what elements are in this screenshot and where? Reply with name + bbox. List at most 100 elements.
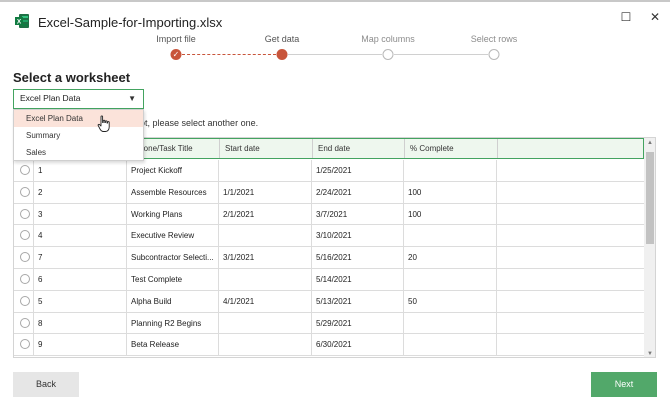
cell-end: 1/25/2021 <box>312 160 404 181</box>
step-upcoming-dot <box>382 49 394 60</box>
data-table: estone/Task Title Start date End date % … <box>13 137 656 358</box>
header-start-date[interactable]: Start date <box>220 139 313 158</box>
cell-empty <box>497 204 644 225</box>
cell-title: Test Complete <box>127 269 219 290</box>
row-select-cell <box>14 181 34 203</box>
cell-end: 6/30/2021 <box>312 334 404 356</box>
cell-title: Alpha Build <box>127 290 219 312</box>
hand-cursor-icon <box>97 115 110 132</box>
cell-title: Working Plans <box>127 203 219 225</box>
cell-complete: 20 <box>404 247 497 269</box>
import-stepper: Import file Get data Map columns Select … <box>0 30 670 64</box>
row-radio-button[interactable] <box>20 274 30 284</box>
cell-empty <box>497 247 644 268</box>
cell-end: 5/16/2021 <box>312 247 404 269</box>
row-radio-button[interactable] <box>20 208 30 219</box>
row-radio-button[interactable] <box>20 317 30 328</box>
scroll-down-icon[interactable]: ▼ <box>647 351 653 357</box>
cell-complete <box>404 225 497 247</box>
row-select-cell <box>14 269 34 290</box>
table-row[interactable]: 2 Assemble Resources 1/1/2021 2/24/2021 100 <box>14 181 644 204</box>
step-check-icon: ✓ <box>170 49 182 60</box>
cell-title: Executive Review <box>127 225 219 247</box>
chevron-down-icon: ▼ <box>128 94 136 103</box>
table-row[interactable]: 3 Working Plans 2/1/2021 3/7/2021 100 <box>14 203 644 226</box>
table-row[interactable]: 4 Executive Review 3/10/2021 <box>14 225 644 248</box>
worksheet-select[interactable]: Excel Plan Data ▼ <box>13 89 144 109</box>
row-select-cell <box>14 247 34 269</box>
cell-start: 2/1/2021 <box>219 203 312 225</box>
cell-id: 6 <box>34 269 127 290</box>
row-select-cell <box>14 334 34 356</box>
cell-complete <box>404 334 497 356</box>
cell-start <box>219 160 312 181</box>
table-row[interactable]: 1 Project Kickoff 1/25/2021 <box>14 160 644 182</box>
cell-end: 5/29/2021 <box>312 312 404 334</box>
next-button[interactable]: Next <box>591 372 657 397</box>
row-select-cell <box>14 290 34 312</box>
cell-end: 3/10/2021 <box>312 225 404 247</box>
cell-complete <box>404 269 497 290</box>
step-label-map-columns: Map columns <box>361 34 415 44</box>
cell-id: 4 <box>34 225 127 247</box>
step-current-dot <box>276 49 288 60</box>
row-radio-button[interactable] <box>20 339 30 350</box>
row-radio-button[interactable] <box>20 295 30 306</box>
row-radio-button[interactable] <box>20 186 30 197</box>
cell-title: Subcontractor Selecti... <box>127 247 219 269</box>
cell-empty <box>497 160 644 181</box>
menu-item-sales[interactable]: Sales <box>26 148 47 157</box>
row-select-cell <box>14 225 34 247</box>
menu-item-excel-plan-data[interactable]: Excel Plan Data <box>14 110 143 127</box>
header-end-date[interactable]: End date <box>313 139 405 158</box>
row-select-cell <box>14 312 34 334</box>
step-label-import-file: Import file <box>156 34 196 44</box>
cell-id: 9 <box>34 334 127 356</box>
cell-id: 2 <box>34 181 127 203</box>
cell-id: 8 <box>34 312 127 334</box>
worksheet-select-value: Excel Plan Data <box>20 93 81 103</box>
cell-empty <box>497 291 644 312</box>
scroll-thumb[interactable] <box>646 152 654 244</box>
cell-empty <box>497 334 644 355</box>
table-row[interactable]: 7 Subcontractor Selecti... 3/1/2021 5/16/20… <box>14 247 644 269</box>
section-heading: Select a worksheet <box>13 70 131 85</box>
cell-empty <box>497 182 644 203</box>
header-percent-complete[interactable]: % Complete <box>405 139 498 158</box>
row-radio-button[interactable] <box>20 165 30 175</box>
vertical-scrollbar[interactable]: ▲ ▼ <box>644 138 655 357</box>
table-row[interactable]: 5 Alpha Build 4/1/2021 5/13/2021 50 <box>14 290 644 313</box>
header-empty <box>498 139 643 158</box>
step-connector-complete <box>182 54 276 55</box>
cell-title: Planning R2 Begins <box>127 312 219 334</box>
header-task-title[interactable]: estone/Task Title <box>128 139 220 158</box>
cell-start <box>219 269 312 290</box>
cell-empty <box>497 313 644 334</box>
cell-start: 3/1/2021 <box>219 247 312 269</box>
back-button[interactable]: Back <box>13 372 79 397</box>
cell-complete: 100 <box>404 203 497 225</box>
row-radio-button[interactable] <box>20 230 30 241</box>
step-upcoming-dot <box>488 49 500 60</box>
cell-complete <box>404 160 497 181</box>
menu-item-summary[interactable]: Summary <box>26 131 61 140</box>
scroll-up-icon[interactable]: ▲ <box>647 140 653 146</box>
table-row[interactable]: 6 Test Complete 5/14/2021 <box>14 269 644 291</box>
step-connector <box>394 54 488 55</box>
cell-end: 3/7/2021 <box>312 203 404 225</box>
table-row[interactable]: 9 Beta Release 6/30/2021 <box>14 334 644 357</box>
row-radio-button[interactable] <box>20 252 30 263</box>
worksheet-dropdown-menu: Excel Plan Data Summary Sales <box>13 109 144 161</box>
cell-title: Beta Release <box>127 334 219 356</box>
cell-id: 7 <box>34 247 127 269</box>
excel-icon: X <box>15 14 29 28</box>
maximize-button[interactable]: ☐ <box>620 10 632 24</box>
close-button[interactable]: ✕ <box>649 10 661 24</box>
table-row[interactable]: 8 Planning R2 Begins 5/29/2021 <box>14 312 644 335</box>
cell-title: Project Kickoff <box>127 160 219 181</box>
step-label-get-data: Get data <box>264 34 300 44</box>
cell-end: 5/13/2021 <box>312 290 404 312</box>
cell-start <box>219 334 312 356</box>
cell-title: Assemble Resources <box>127 181 219 203</box>
step-label-select-rows: Select rows <box>470 34 518 44</box>
